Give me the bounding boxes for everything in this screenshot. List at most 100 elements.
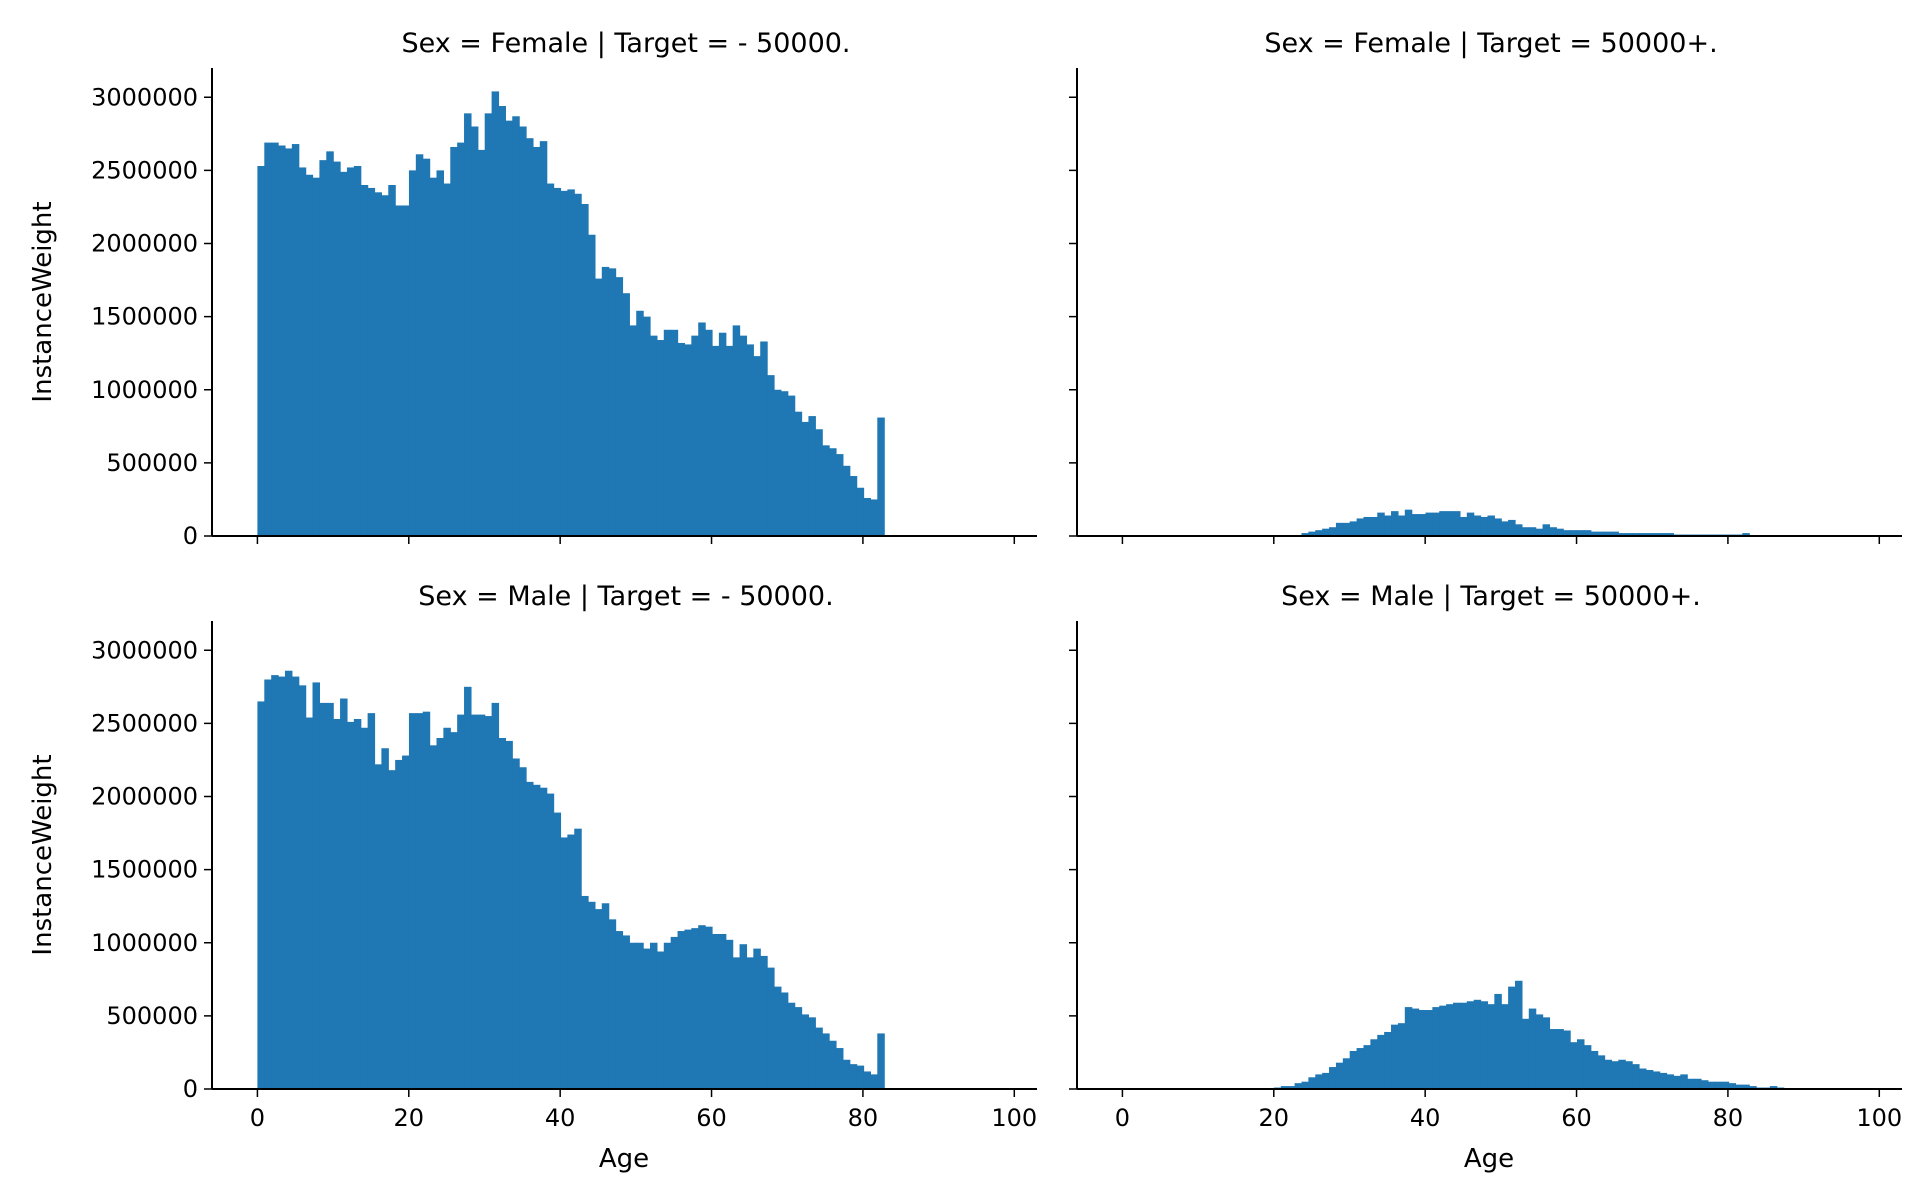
histogram-bar <box>732 957 741 1090</box>
histogram-bar <box>1349 521 1358 537</box>
x-tick-label: 100 <box>1856 1104 1902 1132</box>
y-tick-label: 2000000 <box>91 783 198 811</box>
histogram-bar <box>1687 1078 1695 1089</box>
histogram-bar <box>346 721 355 1089</box>
histogram-bar <box>408 713 417 1089</box>
histogram-bar <box>594 278 603 536</box>
histogram-bar <box>718 933 727 1089</box>
histogram-bar <box>581 895 589 1089</box>
y-ticks <box>1069 649 1077 1090</box>
histogram-bar <box>415 154 424 537</box>
y-tick-label: 500000 <box>106 1002 198 1030</box>
histogram-bar <box>278 676 286 1089</box>
histogram-bar <box>1604 1059 1613 1089</box>
histogram-bar <box>1638 1068 1647 1089</box>
histogram-bar <box>712 345 720 537</box>
x-ticks <box>256 536 1016 544</box>
histogram-bar <box>629 942 637 1089</box>
histogram-bar <box>1315 1074 1323 1090</box>
histogram-bar <box>622 935 630 1089</box>
histogram-bar <box>1342 522 1351 536</box>
histogram-bar <box>1645 1069 1654 1089</box>
histogram-bar <box>650 335 658 536</box>
histogram-bar <box>767 967 775 1089</box>
histogram-bar <box>1542 524 1551 536</box>
histogram-bar <box>1515 524 1523 536</box>
histogram-bar <box>822 445 830 536</box>
histogram-bar <box>622 293 630 536</box>
histogram-bar <box>794 411 803 536</box>
histogram-bar <box>553 187 562 536</box>
histogram-bar <box>526 138 534 536</box>
histogram-bar <box>1742 533 1750 536</box>
histogram-bar <box>1521 527 1530 536</box>
x-tick-label: 0 <box>250 1104 265 1132</box>
histogram-bar <box>1583 1045 1592 1090</box>
histogram-bar <box>1508 519 1516 536</box>
histogram-bar <box>829 448 837 536</box>
histogram-bar <box>1563 1030 1571 1089</box>
histogram-bar <box>691 928 699 1090</box>
y-ticks <box>1069 96 1077 537</box>
histogram-bar <box>1597 531 1606 536</box>
y-tick-label: 0 <box>183 522 198 550</box>
histogram-bar <box>1714 1081 1723 1089</box>
histogram-bar <box>450 146 458 536</box>
histogram-bar <box>760 341 768 536</box>
y-tick-label: 3000000 <box>91 83 198 111</box>
y-ticks: 0 500000 1000000 1500000 2000000 2500000 30000… <box>91 636 212 1103</box>
histogram-bar <box>257 701 265 1089</box>
histogram-bar <box>684 929 692 1089</box>
histogram-bar <box>1322 1072 1330 1089</box>
histogram-bar <box>1411 1008 1420 1089</box>
histogram-bar <box>532 146 541 536</box>
histogram-bar <box>877 1033 885 1089</box>
histogram-bar <box>1625 1061 1633 1089</box>
histogram-bar <box>388 770 396 1089</box>
histogram-bar <box>388 185 396 536</box>
histogram-bar <box>643 316 651 537</box>
histogram-bar <box>1549 1029 1557 1089</box>
bars-group <box>257 670 885 1090</box>
histogram-bar <box>505 740 513 1089</box>
histogram-bar <box>574 193 582 536</box>
histogram-bar <box>1577 530 1585 536</box>
histogram-bar <box>257 165 265 537</box>
histogram-bar <box>333 718 341 1089</box>
histogram-bar <box>1611 531 1619 536</box>
y-tick-label: 1000000 <box>91 929 198 957</box>
histogram-bar <box>1384 515 1392 536</box>
histogram-bar <box>340 698 348 1089</box>
histogram-bar <box>691 335 699 536</box>
histogram-bar <box>319 702 327 1089</box>
histogram-bar <box>1521 1018 1530 1089</box>
histogram-bar <box>732 325 741 536</box>
histogram-bar <box>773 986 782 1090</box>
histogram-bar <box>1439 511 1447 536</box>
histogram-bar <box>1590 1050 1599 1089</box>
x-tick-label: 60 <box>696 1104 727 1132</box>
histogram-bar <box>477 149 486 536</box>
histogram-bar <box>1473 515 1482 536</box>
histogram-bar <box>436 738 444 1089</box>
y-axis-label: InstanceWeight <box>28 201 58 402</box>
histogram-bar <box>1501 1004 1509 1089</box>
y-tick-label: 500000 <box>106 449 198 477</box>
bars-group <box>1301 509 1750 537</box>
histogram-bar <box>1301 533 1309 536</box>
histogram-bar <box>284 148 293 536</box>
histogram-bar <box>670 936 679 1089</box>
histogram-bar <box>1508 986 1516 1090</box>
x-tick-label: 100 <box>991 1104 1037 1132</box>
histogram-bar <box>1528 527 1537 536</box>
panel-title: Sex = Male | Target = - 50000. <box>418 581 833 612</box>
histogram-bar <box>725 939 734 1089</box>
histogram-bar <box>477 714 486 1089</box>
histogram-bar <box>1494 993 1502 1089</box>
histogram-bar <box>360 727 369 1089</box>
histogram-bar <box>1459 516 1468 536</box>
histogram-bar <box>326 151 334 537</box>
histogram-bar <box>512 116 520 536</box>
histogram-bar <box>1453 1002 1461 1089</box>
y-tick-label: 0 <box>183 1075 198 1103</box>
